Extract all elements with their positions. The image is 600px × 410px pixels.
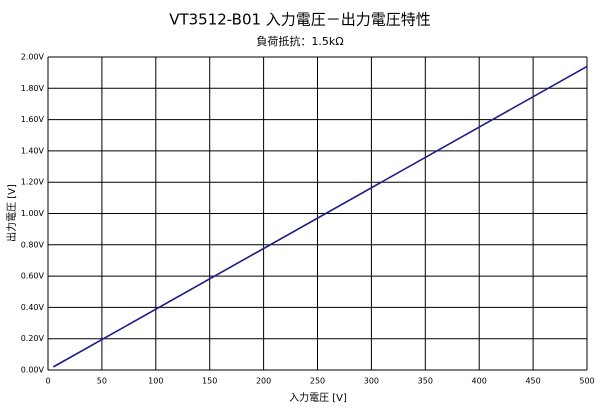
x-axis-label: 入力電圧 [V] [289, 391, 347, 404]
y-axis-label: 出力電圧 [V] [5, 184, 18, 242]
y-tick-label: 1.20V [21, 178, 45, 187]
x-tick-label: 350 [418, 377, 433, 386]
x-tick-label: 50 [97, 377, 107, 386]
y-tick-label: 2.00V [21, 53, 45, 62]
x-tick-label: 200 [256, 377, 271, 386]
data-line [52, 65, 588, 368]
chart-subtitle: 負荷抵抗：1.5kΩ [256, 34, 343, 48]
x-tick-label: 500 [579, 377, 594, 386]
x-tick-label: 100 [148, 377, 163, 386]
x-tick-label: 400 [472, 377, 487, 386]
chart-title: VT3512-B01 入力電圧－出力電圧特性 [169, 11, 431, 29]
y-tick-label: 0.80V [21, 240, 45, 249]
x-tick-label: 250 [310, 377, 325, 386]
y-tick-label: 0.40V [21, 303, 45, 312]
y-tick-label: 1.80V [21, 84, 45, 93]
y-tick-label: 0.00V [21, 366, 45, 375]
y-tick-label: 1.40V [21, 146, 45, 155]
x-tick-label: 0 [45, 377, 50, 386]
x-tick-label: 300 [364, 377, 379, 386]
x-tick-label: 150 [202, 377, 217, 386]
y-tick-label: 1.00V [21, 209, 45, 218]
y-tick-label: 0.60V [21, 272, 45, 281]
x-tick-label: 450 [525, 377, 540, 386]
y-tick-label: 0.20V [21, 334, 45, 343]
y-tick-label: 1.60V [21, 115, 45, 124]
